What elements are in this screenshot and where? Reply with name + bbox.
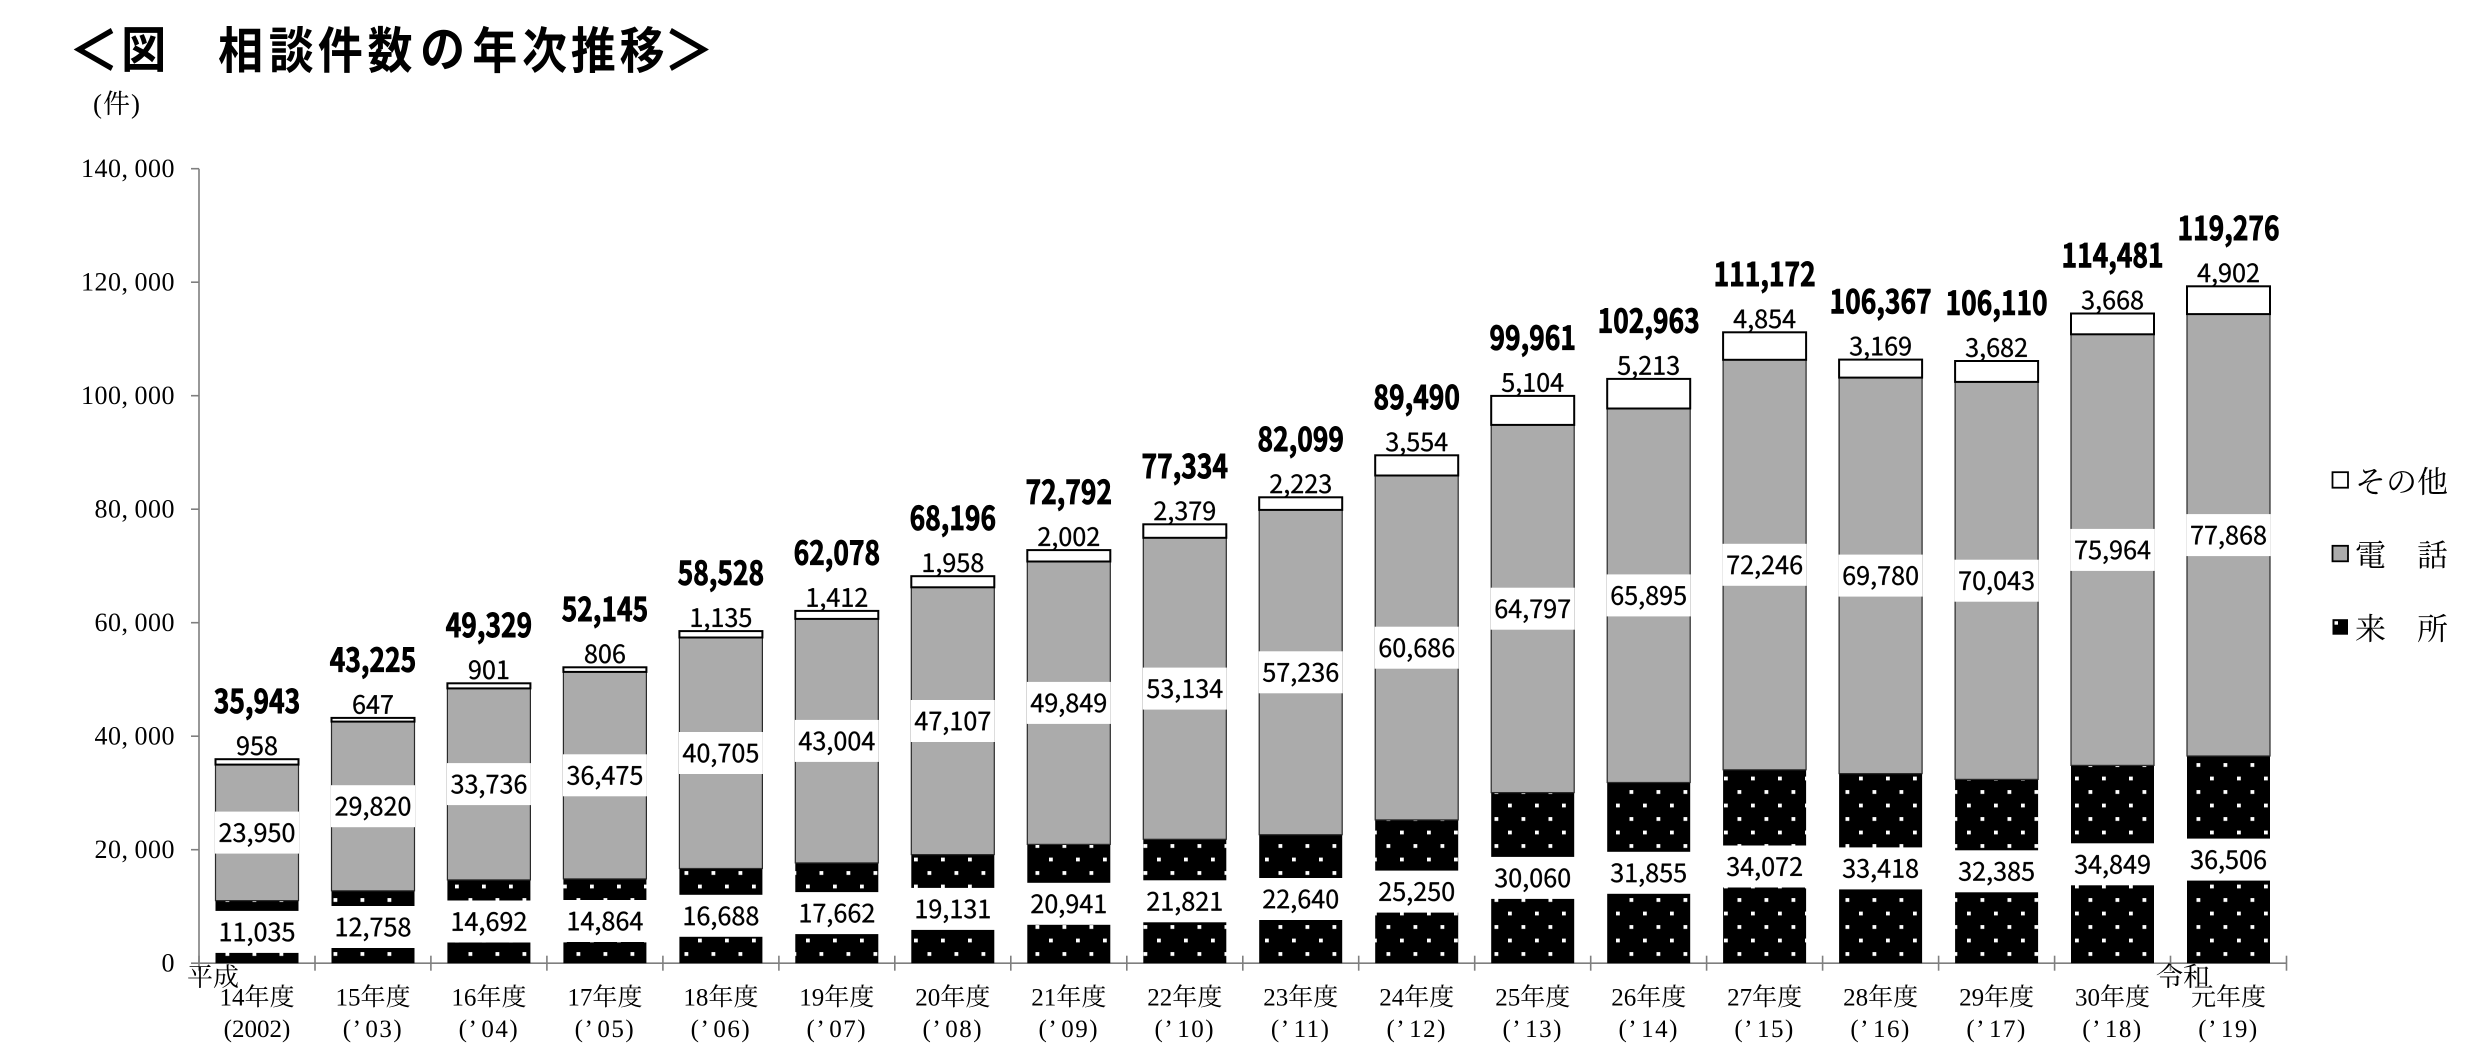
svg-text:(’14): (’ 14) — [1618, 1016, 1678, 1043]
svg-text:(’11): (’ 11) — [1271, 1016, 1331, 1043]
svg-text:19: 19 — [799, 985, 824, 1012]
svg-text:15: 15 — [336, 985, 361, 1012]
svg-text:21: 21 — [1031, 985, 1056, 1012]
svg-text:25: 25 — [1495, 985, 1520, 1012]
svg-text:(’12): (’ 12) — [1386, 1016, 1446, 1043]
svg-text:(’18): (’ 18) — [2082, 1016, 2142, 1043]
svg-text:30: 30 — [2075, 985, 2100, 1012]
svg-text:(’09): (’ 09) — [1039, 1016, 1099, 1043]
svg-text:(’04): (’ 04) — [459, 1016, 519, 1043]
svg-text:(: ( — [93, 89, 102, 119]
svg-text:(’16): (’ 16) — [1850, 1016, 1910, 1043]
svg-text:100,000: 100, 000 — [81, 381, 175, 410]
svg-text:(’06): (’ 06) — [691, 1016, 751, 1043]
svg-text:29: 29 — [1959, 985, 1984, 1012]
svg-text:(’10): (’ 10) — [1155, 1016, 1215, 1043]
svg-text:): ) — [131, 89, 140, 119]
svg-text:0: 0 — [162, 949, 176, 978]
svg-text:23: 23 — [1263, 985, 1288, 1012]
svg-text:26: 26 — [1611, 985, 1636, 1012]
svg-text:60,000: 60, 000 — [95, 608, 176, 637]
svg-text:17: 17 — [567, 985, 592, 1012]
svg-text:(’08): (’ 08) — [923, 1016, 983, 1043]
svg-text:(’07): (’ 07) — [807, 1016, 867, 1043]
svg-text:80,000: 80, 000 — [95, 495, 176, 524]
svg-text:(’05): (’ 05) — [575, 1016, 635, 1043]
svg-text:22: 22 — [1147, 985, 1172, 1012]
svg-text:24: 24 — [1379, 985, 1405, 1012]
svg-text:(’17): (’ 17) — [1966, 1016, 2026, 1043]
svg-text:14: 14 — [220, 985, 246, 1012]
svg-text:18: 18 — [683, 985, 708, 1012]
svg-text:28: 28 — [1843, 985, 1868, 1012]
svg-text:(’03): (’ 03) — [343, 1016, 403, 1043]
svg-text:20,000: 20, 000 — [95, 835, 176, 864]
svg-text:(’15): (’ 15) — [1734, 1016, 1794, 1043]
svg-text:140,000: 140, 000 — [81, 154, 175, 183]
svg-text:(’19): (’ 19) — [2198, 1016, 2258, 1043]
svg-text:120,000: 120, 000 — [81, 268, 175, 297]
svg-text:16: 16 — [451, 985, 476, 1012]
svg-text:27: 27 — [1727, 985, 1752, 1012]
svg-text:20: 20 — [915, 985, 940, 1012]
svg-text:(2002): (2002) — [224, 1016, 291, 1043]
svg-text:40,000: 40, 000 — [95, 722, 176, 751]
svg-text:(’13): (’ 13) — [1502, 1016, 1562, 1043]
